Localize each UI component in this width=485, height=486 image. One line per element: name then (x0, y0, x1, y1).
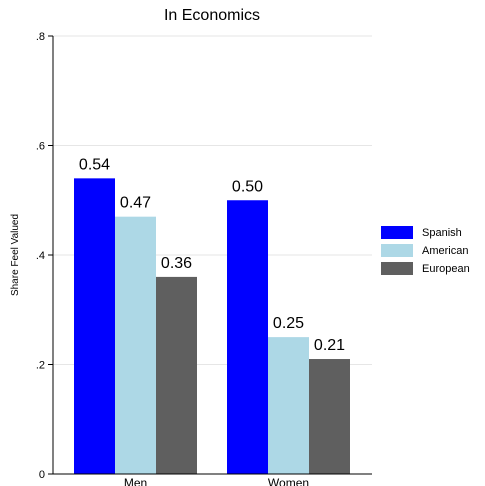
bar-value-label: 0.50 (232, 178, 263, 195)
bar-american-men (115, 216, 156, 475)
bars-layer: 0.54 0.47 0.36 0.50 0.25 0.21 (74, 156, 350, 475)
bar-value-label: 0.47 (120, 195, 151, 212)
bar-spanish-men (74, 178, 115, 474)
bar-value-label: 0.36 (161, 255, 192, 272)
y-tick-label: 0 (39, 469, 45, 481)
axis-layer: 0 .2 .4 .6 .8 Men Women (36, 31, 372, 486)
bar-american-women (268, 337, 309, 474)
legend-swatch-spanish (381, 226, 413, 239)
legend-swatch-american (381, 244, 413, 257)
y-tick-label: .4 (36, 250, 45, 262)
chart-title: In Economics (164, 7, 260, 24)
bar-value-label: 0.21 (314, 337, 345, 354)
legend-label-american: American (422, 245, 468, 257)
legend-label-european: European (422, 263, 470, 275)
y-tick-label: .8 (36, 31, 45, 43)
x-category-label: Men (124, 476, 147, 486)
legend-label-spanish: Spanish (422, 227, 462, 239)
bar-spanish-women (227, 200, 268, 474)
bar-value-label: 0.25 (273, 315, 304, 332)
y-axis-label: Share Feel Valued (10, 214, 21, 296)
x-category-label: Women (268, 476, 309, 486)
legend-swatch-european (381, 262, 413, 275)
y-tick-label: .2 (36, 360, 45, 372)
bar-european-men (156, 276, 197, 474)
bar-european-women (309, 359, 350, 474)
legend: Spanish American European (381, 226, 470, 275)
bar-value-label: 0.54 (79, 156, 110, 173)
y-tick-label: .6 (36, 141, 45, 153)
